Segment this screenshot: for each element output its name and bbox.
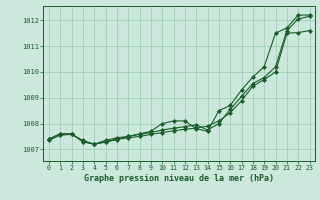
X-axis label: Graphe pression niveau de la mer (hPa): Graphe pression niveau de la mer (hPa) xyxy=(84,174,274,183)
